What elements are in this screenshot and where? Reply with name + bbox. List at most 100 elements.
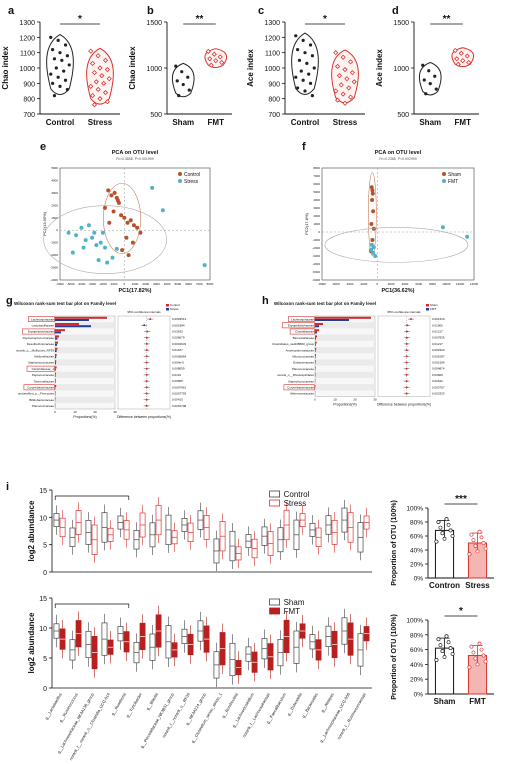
p-value: 0.0004633 bbox=[172, 342, 187, 346]
data-point bbox=[477, 529, 482, 534]
difference-point bbox=[405, 349, 408, 352]
y-tick-label: -1000 bbox=[312, 238, 320, 242]
y-tick-label: 1200 bbox=[19, 35, 35, 42]
data-point bbox=[448, 528, 453, 533]
legend-label: Stress bbox=[284, 499, 307, 508]
x-tick-label: -2000 bbox=[99, 282, 107, 286]
y-tick-label: 60% bbox=[410, 647, 423, 654]
legend-label: Sham bbox=[284, 598, 305, 607]
scatter-point-control bbox=[115, 198, 120, 203]
y-tick-label: 500 bbox=[150, 112, 162, 119]
p-value: 0.02642 bbox=[432, 379, 443, 383]
y-tick-label: 0 bbox=[56, 228, 58, 232]
data-point bbox=[433, 74, 437, 78]
data-point bbox=[177, 94, 181, 98]
panel-letter: e bbox=[40, 141, 46, 153]
data-point bbox=[58, 84, 62, 88]
data-point bbox=[54, 66, 58, 70]
significance-marker: *** bbox=[455, 494, 467, 505]
p-value: 0.0007793 bbox=[172, 392, 187, 396]
legend-swatch bbox=[426, 304, 429, 307]
y-tick-label: 0% bbox=[414, 576, 424, 583]
legend-marker bbox=[442, 172, 446, 176]
proportion-bar-control bbox=[55, 385, 57, 387]
scatter-point-fmt bbox=[371, 245, 376, 250]
row-stripe bbox=[55, 371, 115, 378]
scatter-point-stress bbox=[66, 230, 71, 235]
highlight-box bbox=[23, 384, 55, 391]
data-point bbox=[91, 70, 98, 76]
panel-letter: d bbox=[392, 5, 399, 17]
proportion-bar-sham bbox=[315, 360, 316, 363]
proportion-bar-stress bbox=[55, 343, 57, 346]
x-category-label: Stress bbox=[465, 581, 490, 590]
row-stripe bbox=[55, 396, 115, 403]
y-tick-label: 700 bbox=[268, 112, 280, 119]
proportion-bar-control bbox=[55, 366, 57, 369]
family-label: Micrococcaceae bbox=[292, 355, 314, 359]
significance-marker: ** bbox=[196, 14, 204, 25]
proportion-bar-sham bbox=[315, 354, 316, 356]
difference-point bbox=[405, 361, 408, 364]
scatter-point-fmt bbox=[371, 250, 376, 255]
p-value: 0.007835 bbox=[432, 336, 445, 340]
family-label: unclassified_p__Firmicutes bbox=[18, 392, 55, 396]
x-category-label: g__Lachnospiraceae_UCG-006 bbox=[318, 691, 351, 743]
proportion-bar-control bbox=[55, 329, 65, 332]
p-value: 0.0119 bbox=[172, 373, 181, 377]
proportion-bar-control bbox=[55, 354, 57, 356]
proportion-bar-sham bbox=[315, 347, 317, 350]
data-point bbox=[351, 79, 357, 85]
data-point bbox=[434, 87, 438, 91]
data-point bbox=[303, 51, 307, 55]
y-tick-label: 800 bbox=[268, 97, 280, 104]
y-axis-label: Ace index bbox=[246, 49, 255, 87]
data-point bbox=[301, 38, 305, 43]
data-point bbox=[296, 48, 300, 52]
x-category-label: Stress bbox=[88, 118, 113, 127]
data-point bbox=[297, 58, 302, 62]
scatter-point-stress bbox=[202, 263, 207, 268]
data-point bbox=[310, 94, 314, 98]
y-axis-label: Proportion of OTU (100%) bbox=[391, 500, 398, 586]
violin-sham bbox=[418, 61, 442, 96]
y-tick-label: 5000 bbox=[313, 190, 320, 194]
data-point bbox=[483, 546, 488, 551]
data-point bbox=[67, 63, 71, 67]
data-point bbox=[52, 57, 57, 61]
y-tick-label: 1000 bbox=[313, 222, 320, 226]
data-point bbox=[301, 78, 305, 82]
data-point bbox=[448, 646, 453, 651]
x-axis-label: PC1(17.82%) bbox=[118, 288, 151, 294]
scatter-point-stress bbox=[103, 245, 107, 250]
data-point bbox=[312, 66, 316, 70]
scatter-point-fmt bbox=[465, 234, 470, 239]
proportion-bar-stress bbox=[55, 350, 57, 352]
scatter-point-sham bbox=[371, 209, 376, 214]
data-point bbox=[294, 75, 298, 79]
data-point bbox=[454, 56, 460, 62]
y-tick-label: 0% bbox=[414, 692, 424, 699]
scatter-point-control bbox=[107, 220, 112, 225]
data-point bbox=[174, 64, 178, 68]
difference-point bbox=[406, 330, 408, 333]
data-point bbox=[421, 63, 425, 67]
data-point bbox=[60, 58, 64, 62]
scatter-point-control bbox=[125, 220, 130, 225]
data-point bbox=[458, 50, 464, 56]
y-axis-label: Proportion of OTU (100%) bbox=[391, 614, 398, 700]
data-point bbox=[49, 72, 53, 76]
data-point bbox=[481, 541, 486, 545]
y-tick-label: 15 bbox=[39, 596, 47, 603]
x-axis-label: Proportions(%) bbox=[73, 415, 96, 419]
y-tick-label: -1000 bbox=[50, 241, 58, 245]
data-point bbox=[97, 65, 103, 71]
y-tick-label: -2000 bbox=[312, 246, 320, 250]
y-tick-label: 2000 bbox=[51, 203, 58, 207]
y-axis-label: Chao index bbox=[1, 46, 10, 90]
row-stripe bbox=[55, 334, 115, 341]
y-tick-label: 1100 bbox=[265, 51, 280, 58]
y-tick-label: 7000 bbox=[313, 174, 320, 178]
y-axis-label: log2 abundance bbox=[27, 500, 36, 561]
x-tick-label: 10000 bbox=[442, 282, 451, 286]
